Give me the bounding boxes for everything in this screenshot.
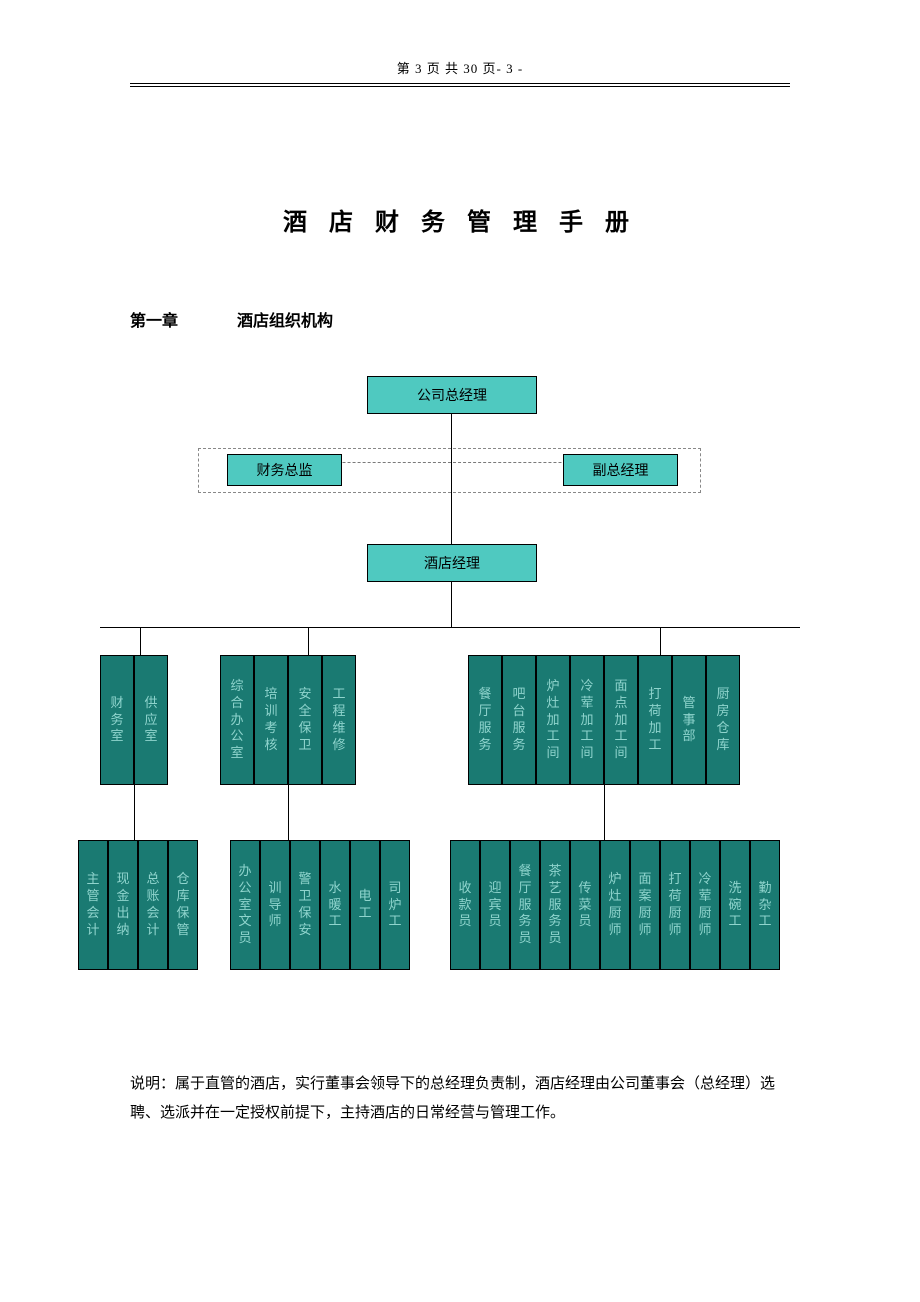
node-security-guard: 警卫保安 bbox=[290, 840, 320, 970]
node-deputy-gm: 副总经理 bbox=[563, 454, 678, 486]
node-plumber: 水暖工 bbox=[320, 840, 350, 970]
node-dahe-chef: 打荷厨师 bbox=[660, 840, 690, 970]
node-boiler-worker: 司炉工 bbox=[380, 840, 410, 970]
wire bbox=[451, 582, 452, 627]
node-trainer: 训导师 bbox=[260, 840, 290, 970]
wire bbox=[134, 785, 135, 840]
header-rule bbox=[130, 83, 790, 87]
explanation-note: 说明：属于直管的酒店，实行董事会领导下的总经理负责制，酒店经理由公司董事会（总经… bbox=[130, 1070, 790, 1127]
wire bbox=[288, 785, 289, 840]
node-pastry-chef: 面案厨师 bbox=[630, 840, 660, 970]
node-general-office: 综合办公室 bbox=[220, 655, 254, 785]
node-cashier-clerk: 收款员 bbox=[450, 840, 480, 970]
page-header: 第 3 页 共 30 页- 3 - bbox=[0, 0, 920, 77]
node-handyman: 勤杂工 bbox=[750, 840, 780, 970]
node-food-runner: 传菜员 bbox=[570, 840, 600, 970]
node-dishwasher: 洗碗工 bbox=[720, 840, 750, 970]
node-bar-service: 吧台服务 bbox=[502, 655, 536, 785]
node-gl-accountant: 总账会计 bbox=[138, 840, 168, 970]
node-waiter: 餐厅服务员 bbox=[510, 840, 540, 970]
node-office-clerk: 办公室文员 bbox=[230, 840, 260, 970]
node-security: 安全保卫 bbox=[288, 655, 322, 785]
node-electrician: 电工 bbox=[350, 840, 380, 970]
node-cfo: 财务总监 bbox=[227, 454, 342, 486]
node-tea-waiter: 茶艺服务员 bbox=[540, 840, 570, 970]
wire bbox=[308, 627, 309, 655]
node-training: 培训考核 bbox=[254, 655, 288, 785]
node-stove-processing: 炉灶加工间 bbox=[536, 655, 570, 785]
node-general-manager: 公司总经理 bbox=[367, 376, 537, 414]
node-cold-dish-processing: 冷荤加工间 bbox=[570, 655, 604, 785]
node-finance-room: 财务室 bbox=[100, 655, 134, 785]
node-kitchen-warehouse: 厨房仓库 bbox=[706, 655, 740, 785]
node-pastry-processing: 面点加工间 bbox=[604, 655, 638, 785]
node-cashier: 现金出纳 bbox=[108, 840, 138, 970]
document-title: 酒 店 财 务 管 理 手 册 bbox=[0, 202, 920, 237]
wire bbox=[660, 627, 661, 655]
node-greeter: 迎宾员 bbox=[480, 840, 510, 970]
org-chart: 公司总经理 财务总监 副总经理 酒店经理 财务室 供应室 综合办公室 培训考核 … bbox=[0, 376, 920, 1076]
node-stove-chef: 炉灶厨师 bbox=[600, 840, 630, 970]
chapter-heading: 第一章 酒店组织机构 bbox=[130, 307, 920, 331]
node-hotel-manager: 酒店经理 bbox=[367, 544, 537, 582]
node-supply-room: 供应室 bbox=[134, 655, 168, 785]
node-engineering: 工程维修 bbox=[322, 655, 356, 785]
wire bbox=[100, 627, 800, 628]
node-dining-service: 餐厅服务 bbox=[468, 655, 502, 785]
node-cold-dish-chef: 冷荤厨师 bbox=[690, 840, 720, 970]
node-steward: 管事部 bbox=[672, 655, 706, 785]
node-chief-accountant: 主管会计 bbox=[78, 840, 108, 970]
node-dahe-processing: 打荷加工 bbox=[638, 655, 672, 785]
node-warehouse-keeper: 仓库保管 bbox=[168, 840, 198, 970]
wire bbox=[604, 785, 605, 840]
chapter-title: 酒店组织机构 bbox=[237, 307, 333, 331]
chapter-label: 第一章 bbox=[130, 307, 178, 331]
wire bbox=[140, 627, 141, 655]
